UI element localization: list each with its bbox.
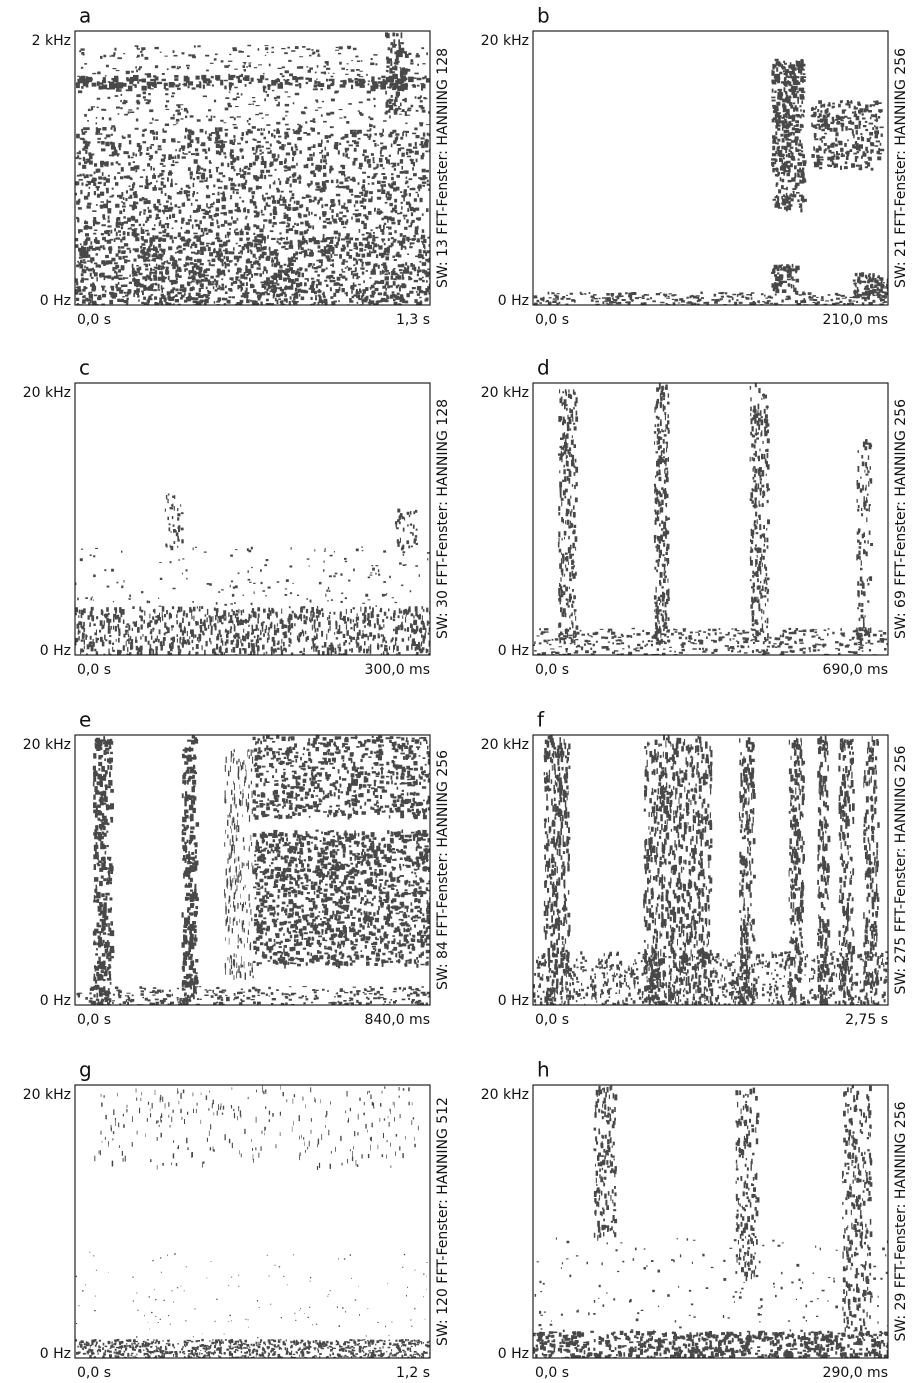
x-start-label: 0,0 s [535,1365,569,1381]
side-label: SW: 29 FFT-Fenster: HANNING 256 [893,1101,909,1341]
side-label: SW: 69 FFT-Fenster: HANNING 256 [893,399,909,639]
panel-letter: h [537,1058,550,1082]
x-start-label: 0,0 s [535,1012,569,1028]
y-bottom-label: 0 Hz [498,993,529,1009]
y-top-label: 20 kHz [481,1087,529,1103]
panel-letter: e [79,708,91,732]
y-top-label: 20 kHz [23,385,71,401]
x-start-label: 0,0 s [77,662,111,678]
x-end-label: 210,0 ms [823,312,888,328]
panel: e 20 kHz 0 Hz 0,0 s 840,0 ms SW: 84 FFT-Fenst… [23,708,451,1029]
x-end-label: 300,0 ms [365,662,430,678]
x-end-label: 690,0 ms [823,662,888,678]
y-top-label: 2 kHz [32,33,71,49]
spectrogram-texture [75,32,430,306]
spectrogram-frame [74,1084,431,1359]
panel-letter: c [79,356,90,380]
y-top-label: 20 kHz [481,385,529,401]
y-bottom-label: 0 Hz [40,1346,71,1362]
x-start-label: 0,0 s [77,312,111,328]
panel: a 2 kHz 0 Hz 0,0 s 1,3 s SW: 13 FFT-Fenster: … [32,4,451,329]
panel-letter: f [537,708,545,732]
spectrogram-frame [532,382,889,656]
spectrogram-texture [75,493,430,655]
panel: c 20 kHz 0 Hz 0,0 s 300,0 ms SW: 30 FFT-Fenst… [23,356,451,679]
panel-letter: b [537,4,550,28]
panel-letter: g [79,1058,92,1082]
spectrogram-frame [532,1084,889,1359]
side-label: SW: 275 FFT-Fenster: HANNING 256 [893,745,909,994]
side-label: SW: 13 FFT-Fenster: HANNING 128 [435,48,451,288]
side-label: SW: 30 FFT-Fenster: HANNING 128 [435,399,451,639]
x-end-label: 2,75 s [845,1012,888,1028]
panel: g 20 kHz 0 Hz 0,0 s 1,2 s SW: 120 FFT-Fenster… [23,1058,451,1382]
y-bottom-label: 0 Hz [498,1346,529,1362]
spectrogram-texture [76,735,430,1005]
side-label: SW: 84 FFT-Fenster: HANNING 256 [435,750,451,990]
x-end-label: 290,0 ms [823,1365,888,1381]
x-end-label: 1,2 s [396,1365,430,1381]
y-top-label: 20 kHz [23,737,71,753]
x-start-label: 0,0 s [77,1365,111,1381]
panel-letter: d [537,356,550,380]
y-bottom-label: 0 Hz [498,293,529,309]
x-end-label: 1,3 s [396,312,430,328]
y-top-label: 20 kHz [481,33,529,49]
panel: d 20 kHz 0 Hz 0,0 s 690,0 ms SW: 69 FFT-Fenst… [481,356,909,679]
x-start-label: 0,0 s [77,1012,111,1028]
side-label: SW: 120 FFT-Fenster: HANNING 512 [435,1097,451,1346]
panel-letter: a [79,4,91,28]
spectrogram-texture [533,735,888,1005]
y-top-label: 20 kHz [481,737,529,753]
panel: b 20 kHz 0 Hz 0,0 s 210,0 ms SW: 21 FFT-Fenst… [481,4,909,329]
y-bottom-label: 0 Hz [40,293,71,309]
y-bottom-label: 0 Hz [40,643,71,659]
x-start-label: 0,0 s [535,662,569,678]
y-top-label: 20 kHz [23,1087,71,1103]
panel: f 20 kHz 0 Hz 0,0 s 2,75 s SW: 275 FFT-Fenste… [481,708,909,1029]
spectrogram-frame [532,30,889,306]
panel: h 20 kHz 0 Hz 0,0 s 290,0 ms SW: 29 FFT-Fenst… [481,1058,909,1382]
x-end-label: 840,0 ms [365,1012,430,1028]
y-bottom-label: 0 Hz [40,993,71,1009]
y-bottom-label: 0 Hz [498,643,529,659]
x-start-label: 0,0 s [535,312,569,328]
side-label: SW: 21 FFT-Fenster: HANNING 256 [893,48,909,288]
